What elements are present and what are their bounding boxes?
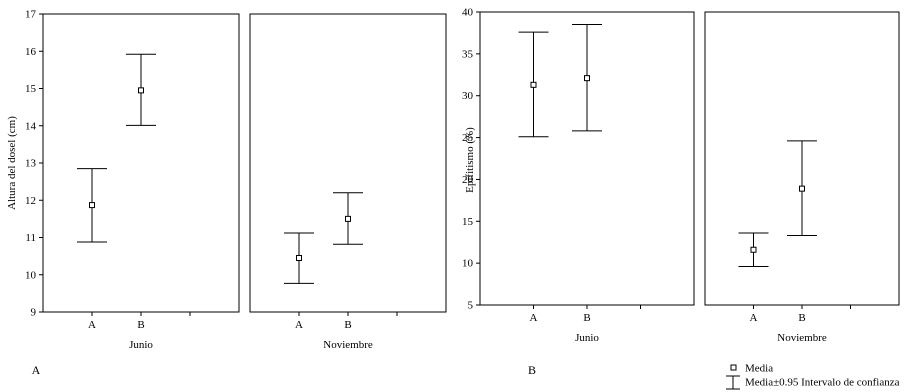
canopy-errorbar-noviembre-b (333, 192, 363, 245)
canopy-x-tick-label: B (344, 319, 351, 331)
epiphytism-panel-label: B (528, 363, 536, 377)
canopy-y-tick-label: 14 (25, 120, 37, 132)
epiphytism-y-tick-label: 25 (462, 132, 474, 144)
epiphytism-errorbar-noviembre-b (787, 140, 817, 237)
legend: Media Media±0.95 Intervalo de confianza (726, 363, 900, 390)
canopy-x-tick-label: A (88, 319, 96, 331)
epiphytism-y-tick-label: 30 (462, 90, 474, 102)
epiphytism-x-tick-label: B (798, 312, 805, 324)
mean-marker (530, 81, 537, 88)
canopy-facet-label: Noviembre (323, 339, 373, 351)
legend-mean-label: Media (745, 363, 773, 375)
canopy-errorbar-noviembre-a (284, 232, 314, 284)
epiphytism-y-tick-label: 20 (462, 174, 474, 186)
canopy-x-tick-label: B (137, 319, 144, 331)
canopy-errorbar-junio-a (77, 168, 107, 243)
mean-marker (345, 215, 351, 222)
epiphytism-y-tick-label: 10 (462, 258, 474, 270)
canopy-y-tick-label: 17 (25, 9, 37, 21)
legend-ci-marker (726, 375, 740, 390)
mean-marker (750, 246, 757, 253)
epiphytism-facet-label: Noviembre (777, 332, 827, 344)
canopy-panel-label: A (32, 363, 41, 377)
epiphytism-x-tick-label: A (530, 312, 538, 324)
epiphytism-x-tick-label: A (750, 312, 758, 324)
canopy-y-tick-label: 16 (25, 46, 37, 58)
mean-marker (89, 202, 95, 209)
epiphytism-y-tick-label: 5 (468, 300, 474, 312)
epiphytism-y-tick-label: 35 (462, 48, 474, 60)
canopy-y-tick-label: 10 (25, 269, 37, 281)
mean-marker (296, 254, 302, 261)
mean-marker (138, 87, 144, 94)
canopy-y-tick-label: 15 (25, 83, 37, 95)
canopy-y-tick-label: 12 (25, 195, 36, 207)
chart-epiphytism: 5 10 15 20 25 30 35 40 Epifitismo (%) A B Junio A B No… (462, 7, 900, 377)
mean-marker (799, 185, 805, 192)
epiphytism-errorbar-junio-a (518, 31, 549, 138)
canopy-errorbar-junio-b (126, 53, 156, 126)
legend-mean-marker (730, 364, 737, 371)
epiphytism-errorbar-junio-b (572, 24, 602, 132)
legend-ci-label: Media±0.95 Intervalo de confianza (745, 377, 900, 389)
canopy-facet-label: Junio (129, 339, 153, 351)
canopy-y-tick-label: 13 (25, 158, 37, 170)
canopy-y-tick-label: 11 (25, 232, 36, 244)
chart-canopy-height: 9 10 11 12 13 14 15 16 17 Altura del dosel (cm) A B… (6, 9, 447, 377)
mean-marker (584, 75, 590, 82)
epiphytism-y-tick-label: 40 (462, 7, 474, 19)
canopy-facet-frame (249, 13, 447, 313)
canopy-y-tick-label: 9 (31, 307, 37, 319)
epiphytism-x-tick-label: B (583, 312, 590, 324)
epiphytism-y-axis-label: Epifitismo (%) (464, 127, 476, 193)
epiphytism-errorbar-noviembre-a (738, 232, 769, 267)
canopy-x-tick-label: A (295, 319, 303, 331)
epiphytism-facet-label: Junio (575, 332, 599, 344)
epiphytism-y-tick-label: 15 (462, 216, 474, 228)
canopy-y-axis-label: Altura del dosel (cm) (6, 116, 18, 210)
